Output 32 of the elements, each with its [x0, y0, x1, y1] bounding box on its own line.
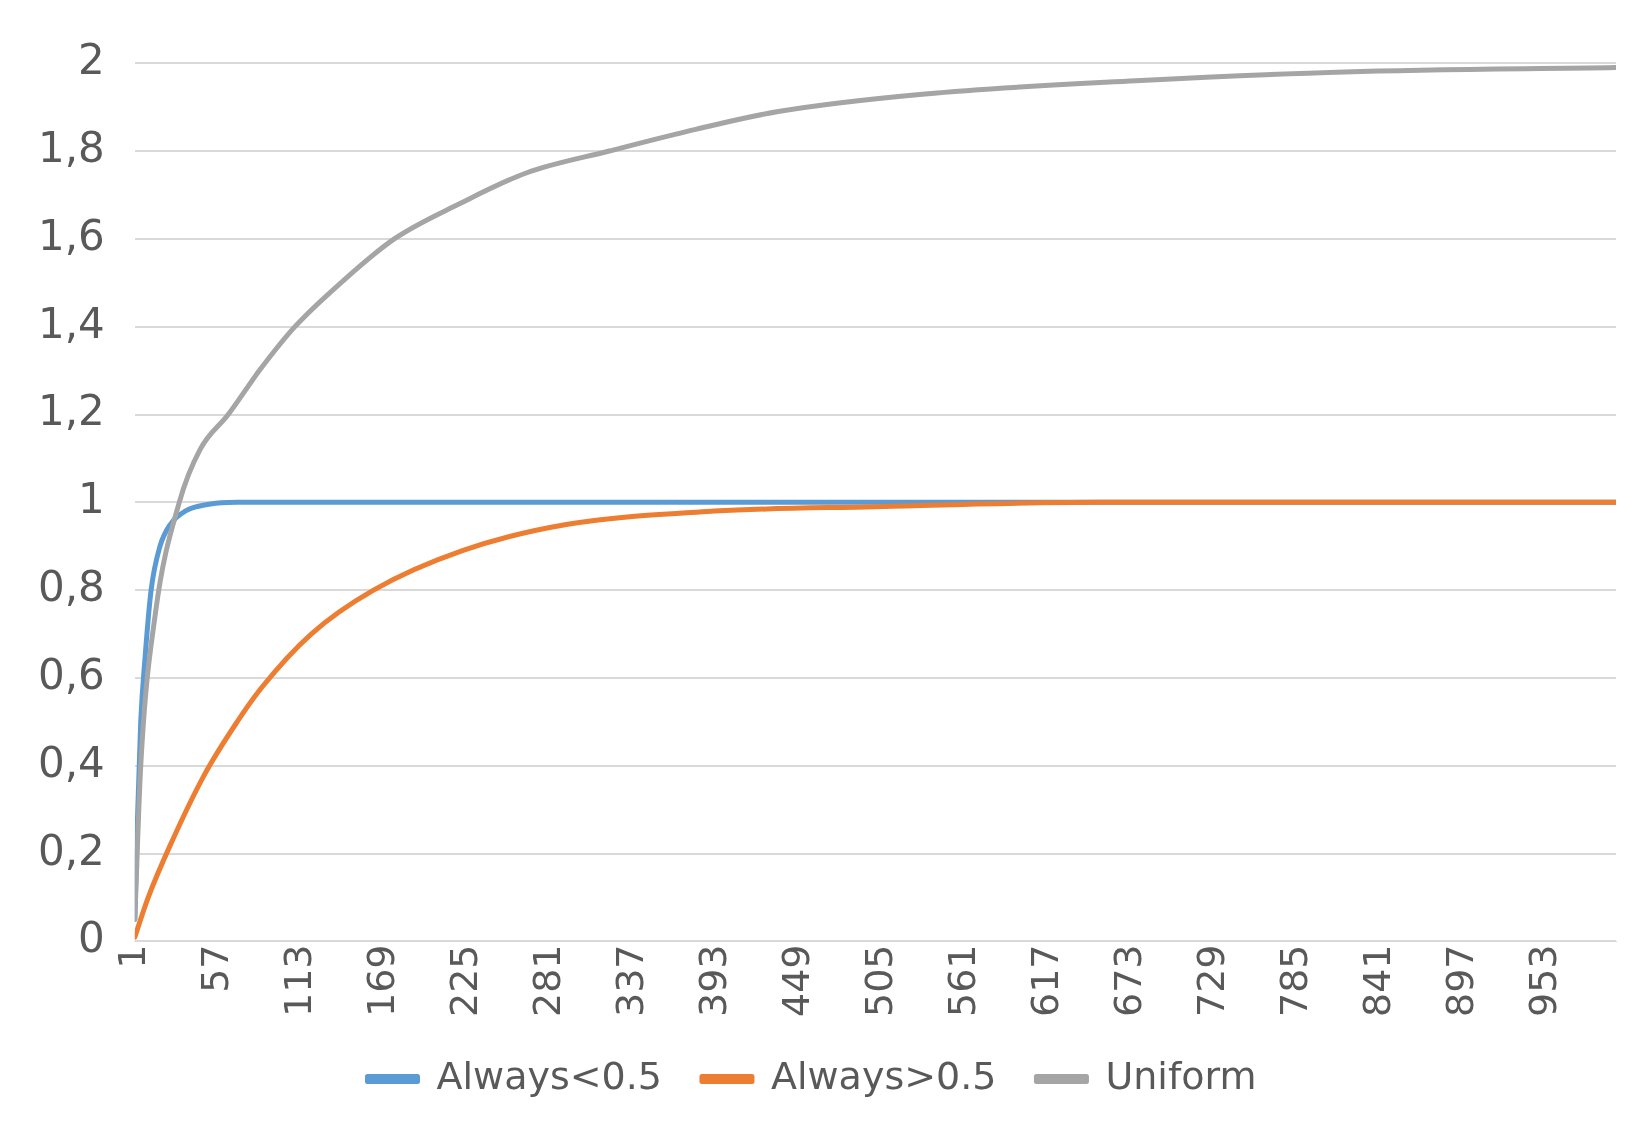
legend-label: Always<0.5	[436, 1053, 662, 1098]
y-tick-label: 0	[78, 913, 105, 963]
y-tick-label: 0,8	[38, 562, 105, 612]
x-tick-label: 841	[1355, 944, 1400, 1017]
x-tick-label: 1	[109, 944, 154, 969]
x-tick-label: 225	[441, 944, 486, 1017]
x-tick-label: 561	[939, 944, 984, 1017]
y-tick-label: 1,4	[38, 298, 105, 348]
x-tick-label: 57	[192, 944, 237, 993]
x-tick-label: 449	[773, 944, 818, 1017]
x-tick-label: 337	[607, 944, 652, 1017]
x-tick-label: 673	[1106, 944, 1151, 1017]
x-tick-label: 617	[1023, 944, 1068, 1017]
y-tick-label: 2	[78, 35, 105, 85]
x-tick-label: 393	[690, 944, 735, 1017]
legend-label: Always>0.5	[770, 1053, 997, 1098]
y-tick-label: 1,8	[38, 122, 105, 172]
x-tick-label: 729	[1189, 944, 1234, 1017]
y-tick-label: 0,6	[38, 649, 105, 699]
x-tick-label: 113	[275, 944, 320, 1017]
y-tick-label: 1	[78, 474, 105, 524]
x-tick-label: 785	[1272, 944, 1317, 1017]
x-tick-label: 953	[1521, 944, 1566, 1017]
y-tick-label: 0,2	[38, 825, 105, 875]
y-tick-label: 0,4	[38, 737, 105, 787]
y-tick-label: 1,2	[38, 386, 105, 436]
x-tick-label: 281	[524, 944, 569, 1017]
x-tick-label: 169	[358, 944, 403, 1017]
legend-label: Uniform	[1105, 1053, 1257, 1098]
y-tick-label: 1,6	[38, 210, 105, 260]
x-tick-label: 505	[856, 944, 901, 1017]
x-tick-label: 897	[1438, 944, 1483, 1017]
